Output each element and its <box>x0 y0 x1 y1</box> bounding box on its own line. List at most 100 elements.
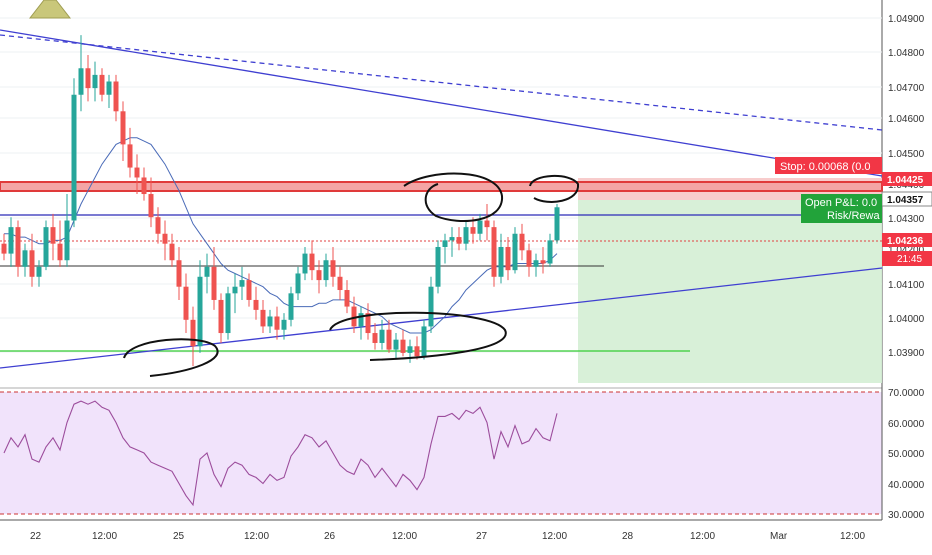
candle-body[interactable] <box>477 220 483 234</box>
candle-body[interactable] <box>183 286 189 320</box>
candle-body[interactable] <box>239 280 245 287</box>
candle-body[interactable] <box>162 233 168 244</box>
candle-body[interactable] <box>274 316 280 330</box>
descending-trendline[interactable] <box>0 29 883 177</box>
candle-body[interactable] <box>50 227 56 244</box>
candle-body[interactable] <box>15 227 21 267</box>
candle-body[interactable] <box>491 227 497 277</box>
candle-body[interactable] <box>36 266 42 277</box>
handdrawn-ellipse-small[interactable] <box>529 174 580 203</box>
moving-average-line <box>4 137 558 334</box>
candle-body[interactable] <box>323 260 329 281</box>
candle-body[interactable] <box>407 346 413 353</box>
candle-body[interactable] <box>106 81 112 95</box>
candle-body[interactable] <box>260 309 266 327</box>
candle-body[interactable] <box>295 273 301 294</box>
candle-body[interactable] <box>211 266 217 300</box>
candle-body[interactable] <box>218 299 224 334</box>
candle-body[interactable] <box>379 329 385 343</box>
candle-body[interactable] <box>302 253 308 274</box>
time-tick: 12:00 <box>392 531 417 542</box>
candle-body[interactable] <box>225 293 231 334</box>
candle-body[interactable] <box>428 286 434 327</box>
candle-body[interactable] <box>498 246 504 277</box>
candle-body[interactable] <box>141 177 147 195</box>
time-tick: Mar <box>770 531 788 542</box>
ascending-trendline[interactable] <box>0 267 883 369</box>
candle-body[interactable] <box>190 319 196 347</box>
candle-body[interactable] <box>533 260 539 267</box>
candle-body[interactable] <box>547 240 553 264</box>
candle-body[interactable] <box>99 74 105 95</box>
handdrawn-ellipse-top[interactable] <box>403 172 504 223</box>
candle-body[interactable] <box>540 260 546 264</box>
candle-body[interactable] <box>414 346 420 357</box>
candle-body[interactable] <box>519 233 525 251</box>
candle-body[interactable] <box>204 266 210 277</box>
candle-body[interactable] <box>449 237 455 241</box>
candle-body[interactable] <box>57 243 63 261</box>
pnl-label-box[interactable] <box>801 194 882 223</box>
candle-body[interactable] <box>281 319 287 330</box>
candle-body[interactable] <box>484 220 490 228</box>
candle-body[interactable] <box>442 240 448 247</box>
candle-body[interactable] <box>148 194 154 218</box>
candle-body[interactable] <box>8 227 14 254</box>
candle-body[interactable] <box>176 260 182 287</box>
price-axis[interactable]: 1.04900 1.04800 1.04700 1.04600 1.04500 … <box>888 14 925 359</box>
descending-trendline-dashed[interactable] <box>0 34 883 131</box>
candle-body[interactable] <box>344 290 350 307</box>
candle-body[interactable] <box>309 253 315 271</box>
candle-body[interactable] <box>1 243 7 254</box>
candle-body[interactable] <box>127 144 133 168</box>
candle-body[interactable] <box>22 250 28 267</box>
take-profit-zone[interactable] <box>578 200 882 383</box>
candle-body[interactable] <box>134 167 140 178</box>
candle-body[interactable] <box>288 293 294 320</box>
resistance-zone[interactable] <box>0 181 883 192</box>
candle-body[interactable] <box>463 227 469 244</box>
candle-body[interactable] <box>400 339 406 353</box>
candle-body[interactable] <box>197 276 203 347</box>
candle-body[interactable] <box>85 68 91 89</box>
candle-body[interactable] <box>43 227 49 267</box>
stop-label-box[interactable] <box>775 157 882 174</box>
candle-body[interactable] <box>365 313 371 334</box>
candle-body[interactable] <box>554 207 560 241</box>
candle-body[interactable] <box>316 270 322 281</box>
candle-body[interactable] <box>421 326 427 357</box>
candle-body[interactable] <box>169 243 175 261</box>
candle-body[interactable] <box>253 299 259 310</box>
handdrawn-ellipse-left[interactable] <box>123 338 219 377</box>
candle-body[interactable] <box>92 74 98 89</box>
triangle-marker[interactable] <box>28 0 72 19</box>
candle-body[interactable] <box>351 306 357 327</box>
candle-body[interactable] <box>113 81 119 112</box>
time-axis[interactable]: 22 12:00 25 12:00 26 12:00 27 12:00 28 1… <box>30 531 865 542</box>
candle-body[interactable] <box>386 329 392 350</box>
candle-body[interactable] <box>29 250 35 277</box>
candle-body[interactable] <box>456 237 462 244</box>
candle-body[interactable] <box>435 246 441 287</box>
candle-body[interactable] <box>246 280 252 300</box>
candle-body[interactable] <box>372 333 378 343</box>
candle-body[interactable] <box>393 339 399 350</box>
candle-body[interactable] <box>64 220 70 261</box>
candle-body[interactable] <box>78 68 84 95</box>
candle-body[interactable] <box>71 94 77 221</box>
candle-body[interactable] <box>330 260 336 277</box>
candle-body[interactable] <box>120 111 126 145</box>
time-tick: 22 <box>30 531 42 542</box>
candle-body[interactable] <box>526 250 532 267</box>
candle-body[interactable] <box>512 233 518 271</box>
candle-body[interactable] <box>337 276 343 291</box>
candle-body[interactable] <box>232 286 238 294</box>
candle-body[interactable] <box>470 227 476 234</box>
candle-body[interactable] <box>505 246 511 271</box>
handdrawn-ellipse-bottom[interactable] <box>329 311 507 361</box>
candle-body[interactable] <box>267 316 273 327</box>
candle-body[interactable] <box>155 217 161 234</box>
rsi-axis[interactable]: 70.0000 60.0000 50.0000 40.0000 30.0000 <box>888 388 925 521</box>
candle-body[interactable] <box>358 313 364 327</box>
